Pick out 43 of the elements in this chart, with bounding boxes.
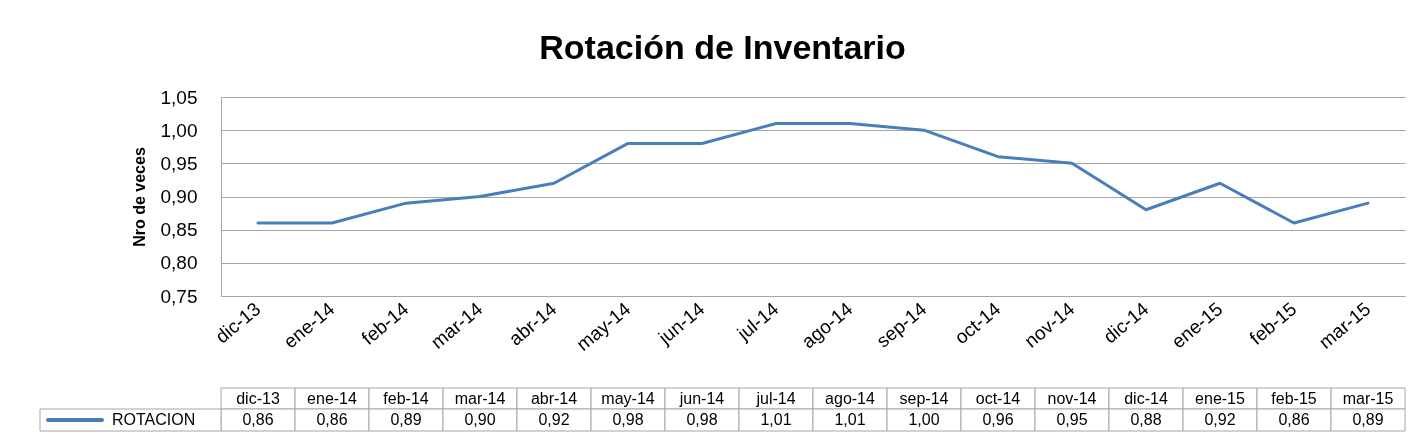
category-label: ene-15 [1195, 389, 1245, 407]
data-label: 0,92 [538, 411, 570, 428]
category-label: feb-15 [1271, 389, 1317, 407]
category-label: ago-14 [825, 389, 875, 407]
data-label: 0,86 [316, 411, 348, 428]
y-tick-label: 0,95 [160, 152, 198, 174]
data-label: 0,90 [464, 411, 496, 428]
data-label: 0,89 [390, 411, 422, 428]
chart-title: Rotación de Inventario [539, 28, 906, 66]
data-label: 0,86 [242, 411, 274, 428]
category-label: oct-14 [975, 389, 1021, 407]
y-tick-label: 0,90 [160, 186, 198, 207]
data-label: 0,92 [1204, 411, 1236, 428]
category-label: feb-14 [383, 389, 429, 407]
category-label: mar-14 [454, 389, 506, 407]
y-tick-label: 0,75 [160, 285, 198, 307]
category-label: jul-14 [756, 389, 796, 407]
data-label: 0,86 [1278, 411, 1310, 428]
data-label: 1,00 [908, 411, 940, 428]
category-label: dic-14 [1124, 389, 1168, 407]
data-label: 0,95 [1056, 411, 1088, 428]
legend-label: ROTACION [112, 411, 196, 428]
y-tick-label: 1,00 [160, 119, 198, 141]
data-label: 1,01 [834, 411, 866, 428]
category-label: may-14 [601, 389, 655, 407]
category-label: ene-14 [307, 389, 357, 407]
category-label: nov-14 [1047, 389, 1097, 407]
category-label: sep-14 [899, 389, 949, 407]
category-label: abr-14 [530, 389, 578, 407]
category-label: mar-15 [1342, 389, 1394, 407]
line-series [256, 122, 1370, 225]
y-tick-label: 0,80 [160, 252, 198, 274]
data-label: 1,01 [760, 411, 792, 428]
data-label: 0,89 [1352, 411, 1384, 428]
data-label: 0,98 [686, 411, 718, 428]
y-axis-title: Nro de veces [130, 147, 148, 247]
data-label: 0,88 [1130, 411, 1162, 428]
data-label: 0,96 [982, 411, 1014, 428]
y-tick-label: 0,85 [160, 219, 198, 241]
data-label: 0,98 [612, 411, 644, 428]
category-label: dic-13 [236, 389, 280, 407]
y-tick-label: 1,05 [160, 86, 198, 108]
category-label: jun-14 [679, 389, 725, 407]
